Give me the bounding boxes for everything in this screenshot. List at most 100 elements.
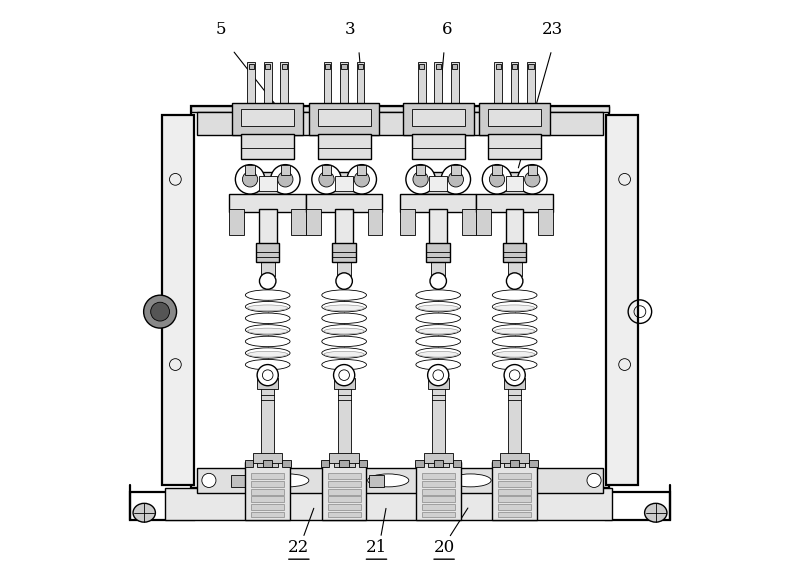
Bar	[322, 165, 331, 175]
Ellipse shape	[246, 313, 290, 323]
Bar	[339, 460, 349, 467]
Ellipse shape	[418, 363, 458, 369]
Bar	[253, 453, 282, 463]
Bar	[246, 462, 290, 520]
Bar	[130, 492, 194, 520]
Circle shape	[482, 165, 512, 194]
Circle shape	[257, 365, 278, 386]
Ellipse shape	[418, 293, 458, 299]
Bar	[506, 176, 523, 191]
Bar	[357, 165, 366, 175]
Bar	[197, 468, 603, 493]
Circle shape	[587, 473, 601, 487]
Circle shape	[525, 172, 540, 187]
Circle shape	[406, 165, 435, 194]
Ellipse shape	[492, 302, 537, 312]
Bar	[412, 134, 465, 159]
Text: 3: 3	[345, 21, 355, 38]
Bar	[242, 134, 294, 159]
Circle shape	[441, 165, 470, 194]
Bar	[504, 456, 526, 467]
Circle shape	[150, 302, 170, 321]
Circle shape	[270, 165, 300, 194]
Bar	[334, 456, 354, 467]
Bar	[247, 62, 255, 106]
Ellipse shape	[645, 503, 667, 522]
Ellipse shape	[416, 302, 461, 312]
Bar	[479, 103, 550, 135]
Bar	[504, 378, 526, 389]
Bar	[434, 460, 443, 467]
Bar	[328, 504, 361, 510]
Ellipse shape	[494, 293, 534, 299]
Bar	[251, 489, 284, 495]
Ellipse shape	[324, 340, 364, 346]
Ellipse shape	[494, 340, 534, 346]
Ellipse shape	[418, 305, 458, 310]
Bar	[370, 475, 383, 487]
Ellipse shape	[324, 328, 364, 334]
Bar	[282, 460, 290, 467]
Circle shape	[312, 165, 342, 194]
Ellipse shape	[416, 348, 461, 358]
Circle shape	[504, 365, 526, 386]
Bar	[430, 209, 447, 247]
Circle shape	[144, 295, 177, 328]
Bar	[328, 489, 361, 495]
Ellipse shape	[492, 336, 537, 347]
Bar	[400, 209, 414, 235]
Bar	[488, 134, 541, 159]
Ellipse shape	[494, 305, 534, 310]
Bar	[306, 209, 321, 235]
Bar	[338, 386, 350, 465]
Bar	[246, 165, 254, 175]
Ellipse shape	[247, 293, 288, 299]
Circle shape	[242, 172, 258, 187]
Ellipse shape	[494, 328, 534, 334]
Ellipse shape	[247, 363, 288, 369]
Ellipse shape	[450, 474, 491, 487]
Bar	[416, 165, 426, 175]
Ellipse shape	[133, 503, 155, 522]
Bar	[233, 103, 303, 135]
Bar	[527, 62, 535, 106]
Bar	[358, 64, 363, 69]
Bar	[197, 112, 603, 135]
Bar	[477, 194, 553, 212]
Bar	[251, 504, 284, 510]
Ellipse shape	[246, 336, 290, 347]
Bar	[498, 496, 531, 502]
Ellipse shape	[492, 325, 537, 335]
Circle shape	[413, 172, 428, 187]
Bar	[264, 62, 271, 106]
Bar	[434, 62, 442, 106]
Ellipse shape	[324, 363, 364, 369]
Bar	[500, 453, 530, 463]
Bar	[251, 481, 284, 487]
Bar	[412, 109, 465, 126]
Ellipse shape	[368, 474, 409, 487]
Bar	[495, 64, 501, 69]
Bar	[422, 504, 454, 510]
Ellipse shape	[322, 290, 366, 300]
Bar	[451, 62, 458, 106]
Text: 5: 5	[215, 21, 226, 38]
Bar	[606, 492, 670, 520]
Bar	[259, 176, 277, 191]
Ellipse shape	[322, 359, 366, 370]
Bar	[422, 481, 454, 487]
Bar	[538, 209, 553, 235]
Bar	[242, 109, 294, 126]
Ellipse shape	[324, 305, 364, 310]
Ellipse shape	[324, 293, 364, 299]
Circle shape	[339, 370, 350, 380]
Bar	[451, 165, 461, 175]
Circle shape	[202, 473, 216, 487]
Ellipse shape	[247, 316, 288, 322]
Bar	[606, 115, 638, 485]
Bar	[325, 64, 330, 69]
Circle shape	[235, 165, 265, 194]
Bar	[230, 209, 244, 235]
Bar	[368, 209, 382, 235]
Bar	[162, 115, 194, 485]
